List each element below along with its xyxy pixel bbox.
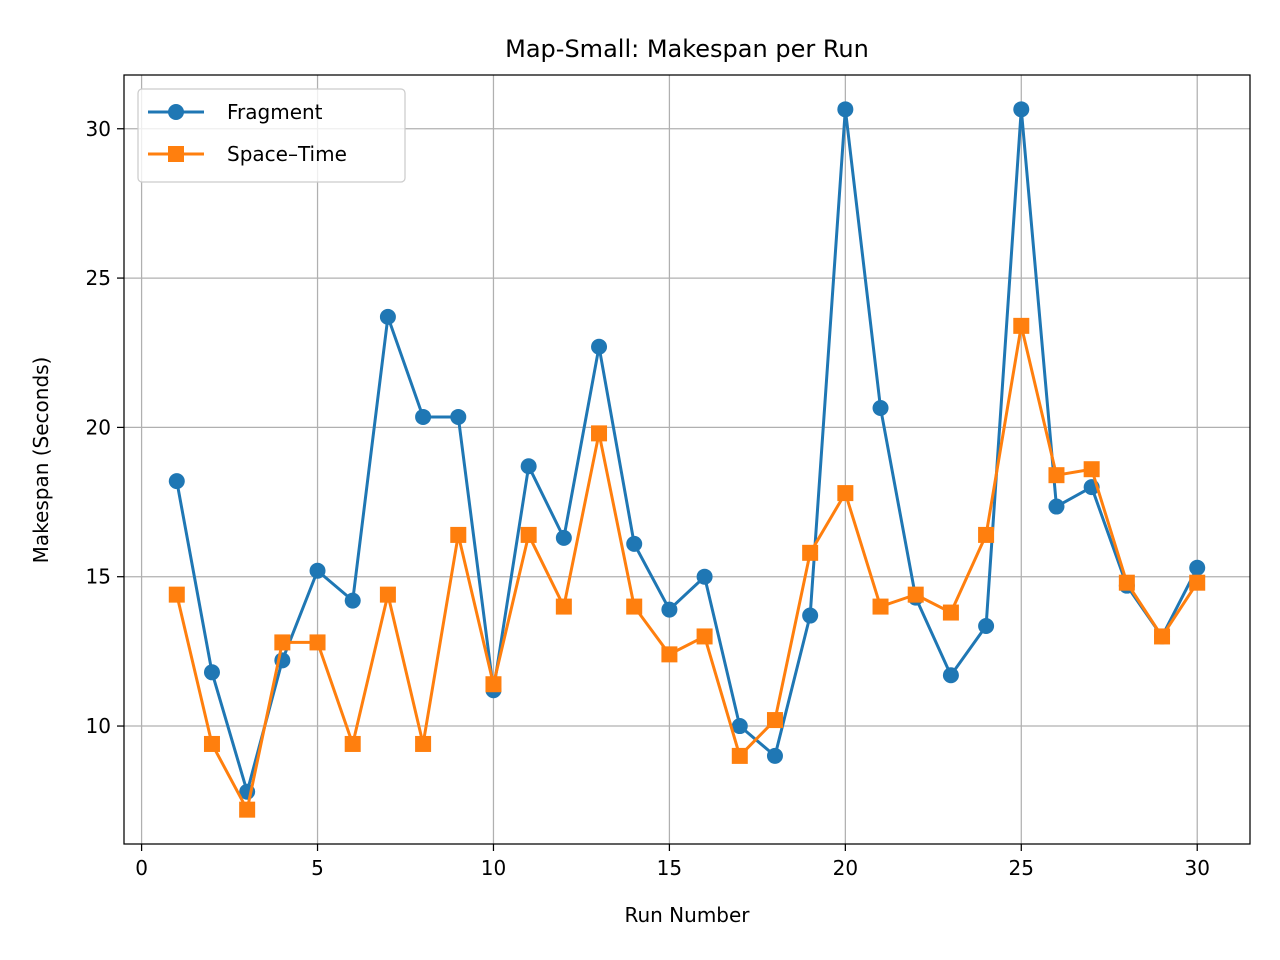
x-tick-label: 0 <box>135 856 148 880</box>
data-point <box>203 664 220 681</box>
data-point <box>872 598 889 615</box>
data-point <box>168 586 185 603</box>
plot-series <box>168 101 1206 818</box>
y-tick-label: 30 <box>86 117 111 141</box>
data-point <box>872 399 889 416</box>
data-point <box>485 676 502 693</box>
data-point <box>766 712 783 729</box>
data-point <box>274 634 291 651</box>
data-point <box>978 617 995 634</box>
x-tick-label: 20 <box>833 856 858 880</box>
legend-label: Space–Time <box>227 142 347 166</box>
data-point <box>309 634 326 651</box>
x-tick-label: 10 <box>481 856 506 880</box>
data-point <box>1048 467 1065 484</box>
data-point <box>626 598 643 615</box>
data-point <box>415 408 432 425</box>
grid <box>124 75 1250 844</box>
data-point <box>942 667 959 684</box>
y-axis-label: Makespan (Seconds) <box>29 357 53 564</box>
data-point <box>520 458 537 475</box>
data-point <box>450 526 467 543</box>
x-tick-label: 15 <box>657 856 682 880</box>
ticks: 0 5 10 15 20 25 30 10 15 20 25 30 <box>86 117 1210 880</box>
x-axis-label: Run Number <box>624 903 750 927</box>
legend-label: Fragment <box>227 100 323 124</box>
data-point <box>907 586 924 603</box>
data-point <box>168 473 185 490</box>
data-point <box>1154 628 1171 645</box>
data-point <box>766 747 783 764</box>
legend-box <box>137 88 406 183</box>
data-point <box>802 607 819 624</box>
data-point <box>1048 498 1065 515</box>
data-point <box>379 308 396 325</box>
data-point <box>555 598 572 615</box>
data-point <box>1189 574 1206 591</box>
data-point <box>837 101 854 118</box>
data-point <box>309 562 326 579</box>
y-tick-label: 10 <box>86 714 111 738</box>
data-point <box>731 747 748 764</box>
data-point <box>731 718 748 735</box>
data-point <box>1189 559 1206 576</box>
legend-marker <box>168 146 184 162</box>
data-point <box>344 735 361 752</box>
data-point <box>379 586 396 603</box>
data-point <box>1013 317 1030 334</box>
plot-frame <box>123 74 1251 845</box>
data-point <box>591 425 608 442</box>
chart-title: Map-Small: Makespan per Run <box>505 35 869 63</box>
data-point <box>591 338 608 355</box>
data-point <box>626 535 643 552</box>
data-point <box>203 735 220 752</box>
data-point <box>415 735 432 752</box>
data-point <box>696 568 713 585</box>
data-point <box>978 526 995 543</box>
data-point <box>1118 574 1135 591</box>
data-point <box>837 485 854 502</box>
y-tick-label: 15 <box>86 565 111 589</box>
data-point <box>942 604 959 621</box>
data-point <box>1083 461 1100 478</box>
y-tick-label: 20 <box>86 415 111 439</box>
x-tick-label: 30 <box>1184 856 1209 880</box>
data-point <box>696 628 713 645</box>
series-space-time <box>168 317 1206 818</box>
legend: Fragment Space–Time <box>137 88 406 183</box>
x-tick-label: 5 <box>311 856 324 880</box>
y-tick-label: 25 <box>86 266 111 290</box>
data-point <box>239 801 256 818</box>
series-line <box>175 324 1199 812</box>
data-point <box>661 646 678 663</box>
data-point <box>1013 101 1030 118</box>
data-point <box>555 529 572 546</box>
data-point <box>344 592 361 609</box>
legend-marker <box>168 104 184 120</box>
x-tick-label: 25 <box>1009 856 1034 880</box>
data-point <box>450 408 467 425</box>
data-point <box>520 526 537 543</box>
data-point <box>661 601 678 618</box>
data-point <box>802 544 819 561</box>
